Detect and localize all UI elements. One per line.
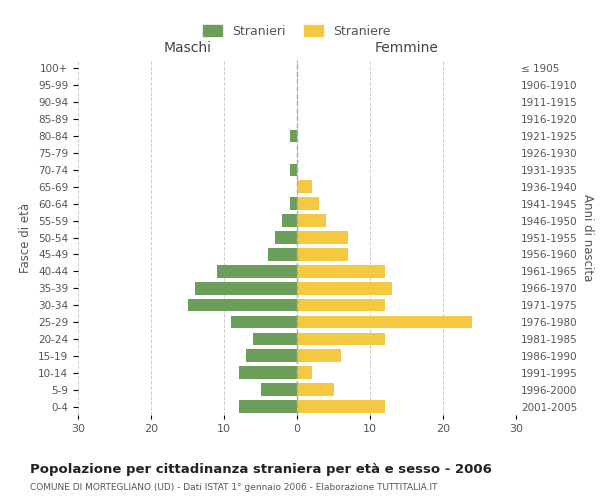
Bar	[232, 316, 297, 328]
Bar	[297, 332, 385, 345]
Bar	[297, 214, 326, 227]
Bar	[283, 214, 297, 227]
Bar	[297, 350, 341, 362]
Bar	[239, 366, 297, 379]
Bar	[297, 248, 348, 260]
Text: Maschi: Maschi	[163, 41, 212, 55]
Bar	[297, 400, 385, 413]
Bar	[297, 366, 311, 379]
Bar	[246, 350, 297, 362]
Text: Femmine: Femmine	[374, 41, 439, 55]
Bar	[297, 299, 385, 312]
Bar	[253, 332, 297, 345]
Bar	[297, 180, 311, 193]
Y-axis label: Anni di nascita: Anni di nascita	[581, 194, 594, 281]
Bar	[290, 164, 297, 176]
Bar	[297, 198, 319, 210]
Bar	[260, 384, 297, 396]
Bar	[297, 316, 472, 328]
Bar	[297, 265, 385, 278]
Bar	[187, 299, 297, 312]
Bar	[195, 282, 297, 294]
Bar	[217, 265, 297, 278]
Bar	[297, 282, 392, 294]
Bar	[290, 130, 297, 142]
Bar	[290, 198, 297, 210]
Legend: Stranieri, Straniere: Stranieri, Straniere	[199, 20, 395, 43]
Text: Popolazione per cittadinanza straniera per età e sesso - 2006: Popolazione per cittadinanza straniera p…	[30, 462, 492, 475]
Bar	[239, 400, 297, 413]
Bar	[275, 231, 297, 244]
Text: COMUNE DI MORTEGLIANO (UD) - Dati ISTAT 1° gennaio 2006 - Elaborazione TUTTITALI: COMUNE DI MORTEGLIANO (UD) - Dati ISTAT …	[30, 484, 437, 492]
Bar	[297, 384, 334, 396]
Bar	[297, 231, 348, 244]
Y-axis label: Fasce di età: Fasce di età	[19, 202, 32, 272]
Bar	[268, 248, 297, 260]
